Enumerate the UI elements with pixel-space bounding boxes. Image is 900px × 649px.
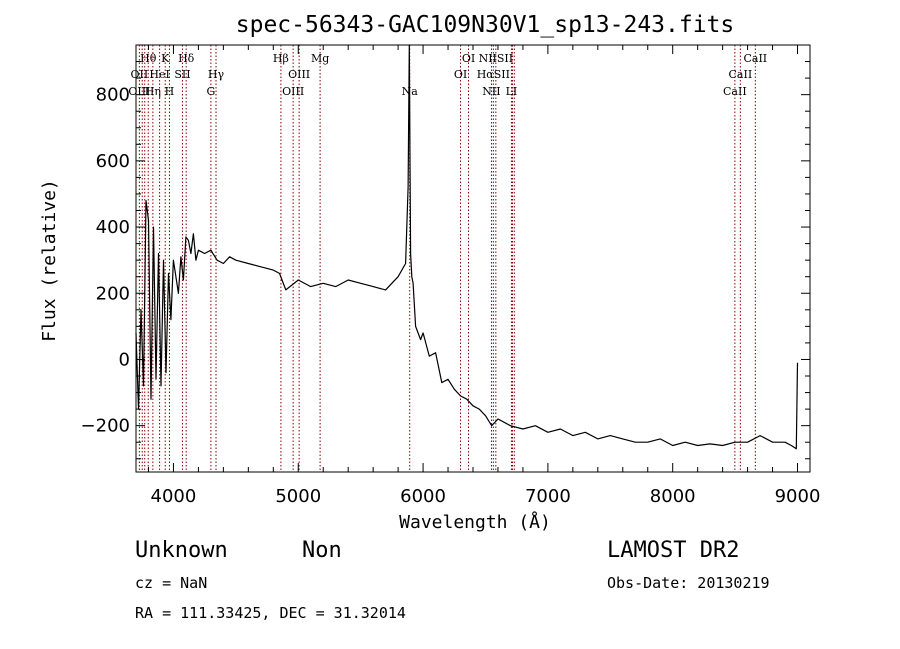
x-tick-label: 8000: [650, 486, 696, 507]
object-type: Unknown: [135, 538, 228, 563]
plot-frame: [135, 44, 811, 473]
spectral-line-label: HαSII: [477, 68, 510, 81]
y-tick-label: −200: [81, 416, 130, 437]
spectral-line-label: NIISII: [479, 52, 514, 65]
y-tick-label: 200: [96, 283, 130, 304]
x-tick-label: 6000: [400, 486, 446, 507]
spectral-line-label: HeI: [149, 68, 169, 81]
coordinates: RA = 111.33425, DEC = 31.32014: [135, 604, 406, 622]
spectral-line-label: Hβ: [273, 52, 289, 65]
spectral-line-label: Hη: [145, 85, 161, 98]
spectral-line-label: H: [165, 85, 175, 98]
spectral-line-label: G: [206, 85, 215, 98]
obs-date: Obs-Date: 20130219: [607, 574, 770, 592]
survey-name: LAMOST DR2: [607, 538, 740, 563]
spectral-line-label: OI: [454, 68, 467, 81]
spectral-line-label: CaII: [743, 52, 767, 65]
spectral-line-label: CaII: [729, 68, 753, 81]
spectral-line-label: LI: [506, 85, 518, 98]
spectral-line-label: CaII: [723, 85, 747, 98]
spectral-line-label: Hγ: [208, 68, 225, 81]
object-class: Non: [302, 538, 342, 563]
x-axis-label: Wavelength (Å): [399, 511, 551, 533]
redshift-cz: cz = NaN: [135, 574, 208, 592]
spectral-line-label: OIII: [282, 85, 304, 98]
spectrum-series-line: [135, 44, 799, 450]
spectral-line-label: Hδ: [178, 52, 195, 65]
spectral-line-label: Mg: [311, 52, 329, 65]
x-tick-label: 9000: [775, 486, 821, 507]
spectral-line-label: Hθ: [140, 52, 157, 65]
y-tick-label: 600: [96, 151, 130, 172]
spectral-line-label: K: [161, 52, 170, 65]
x-tick-label: 7000: [525, 486, 571, 507]
spectral-line-label: OI: [462, 52, 475, 65]
spectral-line-label: OIII: [288, 68, 310, 81]
chart-title: spec-56343-GAC109N30V1_sp13-243.fits: [236, 12, 735, 38]
spectral-line-label: NII: [482, 85, 500, 98]
y-tick-label: 400: [96, 217, 130, 238]
y-tick-label: 0: [119, 349, 130, 370]
y-tick-label: 800: [96, 85, 130, 106]
x-tick-label: 4000: [151, 486, 197, 507]
spectral-line-label: SII: [174, 68, 190, 81]
x-tick-label: 5000: [275, 486, 321, 507]
spectral-line-label: OII: [131, 68, 149, 81]
y-axis-label: Flux (relative): [39, 179, 60, 342]
